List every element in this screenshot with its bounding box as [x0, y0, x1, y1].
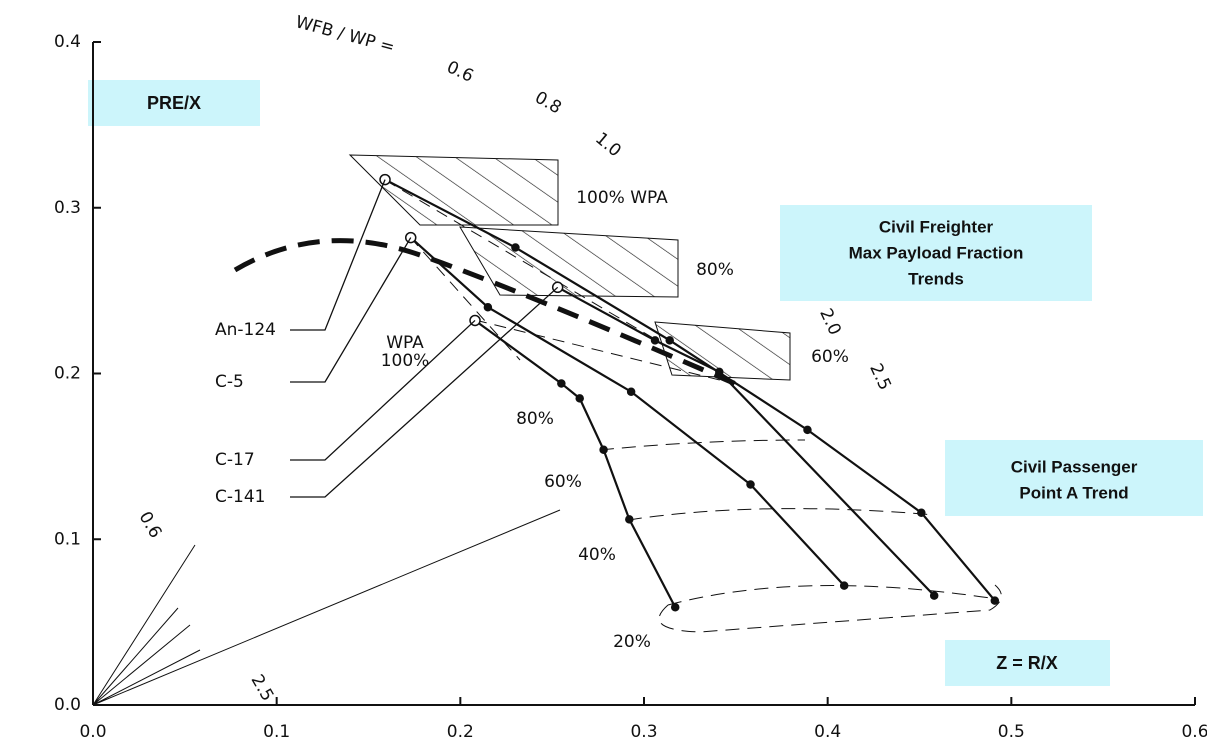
annotation: 80% [696, 260, 734, 280]
point [650, 336, 660, 345]
label-box [945, 440, 1203, 516]
hatched-region [348, 154, 559, 226]
annotation: 0.6 [135, 508, 166, 541]
label-box [945, 640, 1110, 686]
label-box [780, 205, 1092, 301]
note-text: Civil Passenger [1011, 457, 1138, 476]
annotation: WPA [386, 333, 424, 353]
thick-dashed-curve [233, 238, 746, 391]
annotation: 0.8 [531, 88, 564, 119]
annotation: 0.6 [444, 57, 477, 87]
point [483, 302, 493, 312]
x-tick-label: 0.6 [1181, 722, 1207, 742]
annotation: 60% [544, 472, 582, 492]
annotation: 60% [811, 347, 849, 367]
x-tick-label: 0.0 [79, 722, 106, 742]
decorations [88, 80, 1203, 706]
annotation: 40% [578, 545, 616, 565]
point [803, 425, 812, 435]
point [990, 596, 1000, 605]
point [511, 243, 520, 252]
point [626, 387, 636, 396]
annotation: 1.0 [591, 129, 625, 162]
dashed-contour [599, 439, 1002, 633]
point [670, 602, 680, 612]
leader-line [290, 179, 386, 331]
series-label: C-5 [215, 372, 244, 392]
y-tick-label: 0.3 [54, 198, 81, 218]
y-tick-label: 0.4 [54, 32, 81, 52]
point [665, 336, 674, 345]
series-line [384, 178, 996, 602]
x-tick-label: 0.5 [998, 722, 1025, 742]
point [839, 581, 849, 590]
y-tick-label: 0.0 [54, 695, 81, 715]
note-text: Point A Trend [1019, 483, 1128, 502]
annotation: 100% [381, 351, 430, 371]
point [929, 591, 939, 600]
annotation: 100% WPA [576, 188, 668, 208]
x-tick-label: 0.3 [630, 722, 657, 742]
dashed-trend [384, 179, 741, 386]
point [625, 515, 634, 524]
series-line [557, 286, 935, 597]
x-axis-label: Z = R/X [996, 653, 1058, 673]
y-axis-label: PRE/X [147, 93, 201, 113]
point [715, 367, 724, 377]
x-tick-label: 0.1 [263, 722, 290, 742]
x-tick-label: 0.2 [447, 722, 474, 742]
series-label: C-17 [215, 450, 255, 470]
y-tick-label: 0.2 [54, 364, 81, 384]
annotation: WFB / WP = [293, 12, 396, 58]
series-label: An-124 [215, 320, 276, 340]
point [575, 394, 584, 403]
note-text: Trends [908, 269, 964, 288]
annotation: 2.5 [865, 361, 895, 394]
leader-line [290, 319, 476, 461]
y-tick-label: 0.1 [54, 529, 81, 549]
x-tick-label: 0.4 [814, 722, 841, 742]
hatched-region [459, 226, 679, 298]
series-label: C-141 [215, 487, 265, 507]
note-text: Max Payload Fraction [849, 243, 1024, 262]
note-text: Civil Freighter [879, 217, 994, 236]
label-box [88, 80, 260, 126]
annotation: 80% [516, 409, 554, 429]
point [557, 379, 566, 388]
leader-line [290, 237, 412, 383]
point [746, 480, 755, 489]
leader-line [290, 286, 559, 498]
ray [92, 509, 561, 706]
annotation: 2.0 [815, 306, 845, 339]
box-labels: PRE/X Z = R/X [147, 93, 1058, 673]
series-line [474, 319, 677, 608]
annotation: 2.5 [247, 671, 278, 704]
annotation: 20% [613, 632, 651, 652]
point [917, 508, 926, 517]
point [599, 445, 608, 454]
